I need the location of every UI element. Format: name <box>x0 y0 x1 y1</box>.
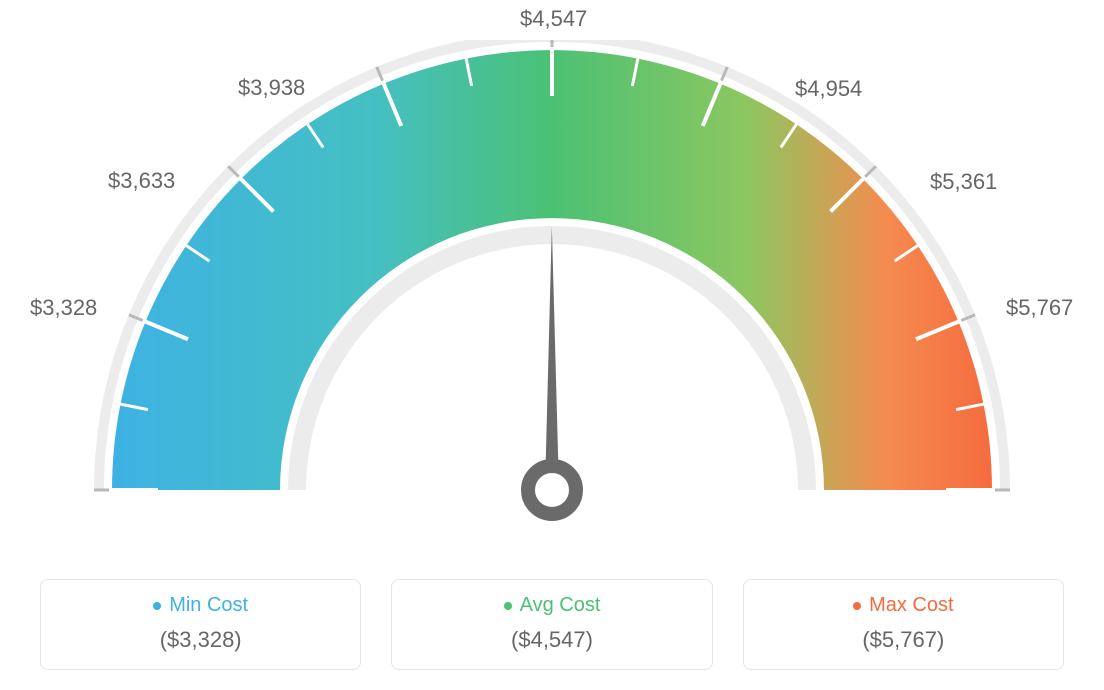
legend-title-text-avg: Avg Cost <box>520 594 601 617</box>
gauge-chart-container: $3,328 $3,633 $3,938 $4,547 $4,954 $5,36… <box>0 0 1104 690</box>
legend-value-avg: ($4,547) <box>412 627 691 653</box>
legend-title-text-min: Min Cost <box>169 594 248 617</box>
gauge-svg <box>70 40 1034 560</box>
legend-card-avg: Avg Cost ($4,547) <box>391 579 712 670</box>
legend-card-min: Min Cost ($3,328) <box>40 579 361 670</box>
tick-label-4: $4,547 <box>520 6 587 32</box>
legend-value-min: ($3,328) <box>61 627 340 653</box>
gauge-needle <box>528 226 576 514</box>
legend-title-max: Max Cost <box>853 594 953 617</box>
dot-icon-avg <box>504 602 512 610</box>
legend-title-min: Min Cost <box>153 594 248 617</box>
legend-row: Min Cost ($3,328) Avg Cost ($4,547) Max … <box>40 579 1064 670</box>
legend-card-max: Max Cost ($5,767) <box>743 579 1064 670</box>
legend-title-avg: Avg Cost <box>504 594 601 617</box>
legend-value-max: ($5,767) <box>764 627 1043 653</box>
dot-icon-max <box>853 602 861 610</box>
legend-title-text-max: Max Cost <box>869 594 953 617</box>
gauge-area: $3,328 $3,633 $3,938 $4,547 $4,954 $5,36… <box>0 0 1104 560</box>
dot-icon-min <box>153 602 161 610</box>
